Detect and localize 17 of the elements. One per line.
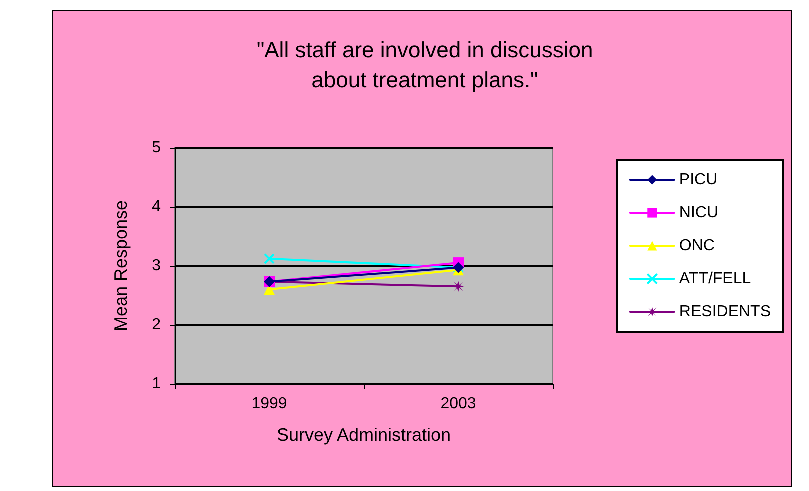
legend-label: ONC (679, 238, 715, 254)
legend-label: NICU (679, 204, 719, 222)
point (453, 281, 464, 292)
point (264, 253, 275, 264)
y-tick-label: 2 (152, 316, 162, 334)
x-axis-title: Survey Administration (276, 425, 452, 445)
y-tick-label: 3 (152, 258, 162, 274)
x-tick-label: 2003 (440, 396, 476, 412)
x-tick-label: 1999 (252, 396, 288, 412)
legend-label: RESIDENTS (679, 304, 772, 320)
y-axis-title: Mean Response (111, 200, 131, 332)
y-tick-label: 5 (152, 140, 162, 156)
y-tick-label: 1 (152, 376, 162, 392)
y-tick-label: 4 (152, 198, 162, 216)
legend-label: PICU (679, 172, 718, 188)
chart-title: "All staff are involved in discussion about treatment plans." (256, 38, 594, 92)
legend-label: ATT/FELL (679, 270, 752, 288)
